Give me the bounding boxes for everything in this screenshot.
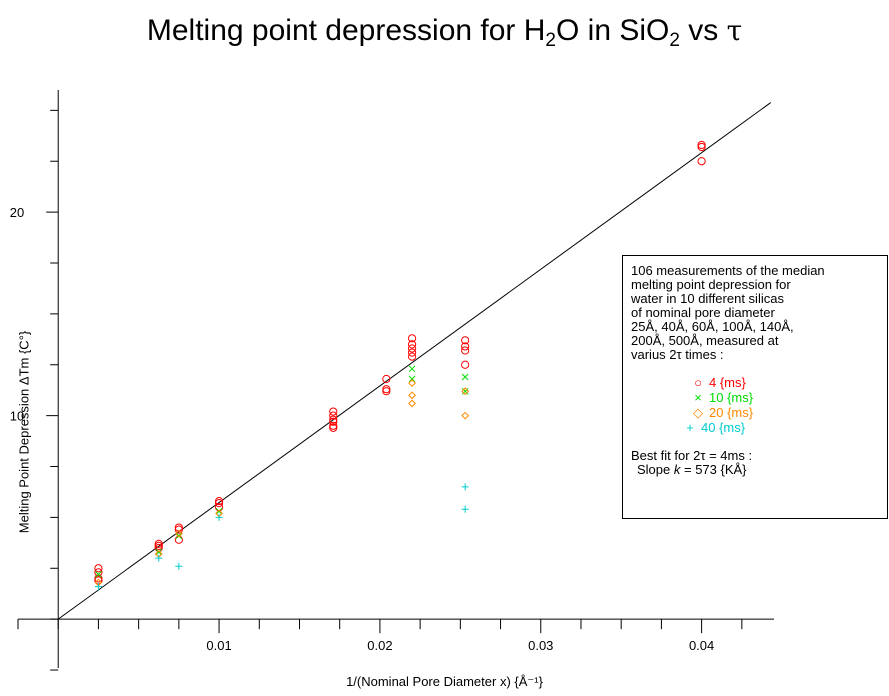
- data-point-circle: [697, 142, 706, 152]
- chart-title: Melting point depression for H2O in SiO2…: [146, 14, 743, 51]
- data-point-plus: [215, 513, 223, 521]
- data-point-plus: [94, 583, 102, 591]
- x-axis-label: 1/(Nominal Pore Diameter x) {Å⁻¹}: [346, 674, 543, 689]
- legend-entries: ○ 4 {ms} × 10 {ms} ◇ 20 {ms} +40 {ms}: [631, 376, 875, 436]
- data-point-cross: [461, 387, 469, 395]
- data-point-circle: [382, 387, 391, 396]
- data-point-cross: [408, 365, 416, 373]
- legend-label-20ms: 20 {ms}: [709, 405, 754, 420]
- data-point-circle: [461, 360, 470, 369]
- legend-label-40ms: 40 {ms}: [701, 420, 746, 435]
- data-point-circle: [461, 346, 470, 355]
- data-point-diamond: [461, 411, 470, 420]
- x-tick-label: 0.04: [689, 638, 714, 653]
- data-point-diamond: [461, 387, 470, 396]
- series-40ms: [94, 483, 469, 591]
- legend-entry-4ms: ○ 4 {ms}: [687, 376, 875, 391]
- data-point-diamond: [408, 399, 416, 408]
- data-point-circle: [174, 525, 183, 534]
- data-point-circle: [407, 334, 417, 343]
- legend-entry-20ms: ◇ 20 {ms}: [687, 406, 875, 421]
- data-point-circle: [407, 348, 417, 357]
- y-axis-label: Melting Point Depression ΔTm {C°}: [16, 330, 32, 534]
- data-point-plus: [461, 505, 469, 513]
- data-point-circle: [94, 568, 103, 577]
- series-10ms: [95, 365, 469, 578]
- data-point-cross: [215, 507, 223, 515]
- series-20ms: [94, 379, 470, 587]
- x-tick-label: 0.02: [367, 638, 392, 653]
- data-point-cross: [408, 375, 416, 383]
- data-point-circle: [329, 411, 338, 420]
- data-point-circle: [697, 140, 706, 150]
- data-point-circle: [154, 539, 163, 548]
- fit-description: Best fit for 2τ = 4ms :: [631, 448, 753, 463]
- data-point-circle: [154, 541, 163, 550]
- data-point-circle: [461, 336, 470, 345]
- data-point-circle: [407, 344, 417, 353]
- data-point-circle: [407, 352, 417, 361]
- legend-entry-40ms: +40 {ms}: [679, 421, 875, 436]
- data-point-cross: [461, 373, 469, 381]
- series-4ms: [94, 140, 706, 585]
- data-point-circle: [94, 564, 103, 573]
- data-point-diamond: [408, 379, 416, 387]
- legend-label-4ms: 4 {ms}: [709, 375, 746, 390]
- y-tick-label: 10: [10, 409, 24, 424]
- data-point-cross: [95, 571, 102, 578]
- legend-cross-icon: ×: [694, 390, 702, 405]
- data-point-diamond: [408, 391, 416, 400]
- legend-entry-10ms: × 10 {ms}: [687, 391, 875, 406]
- data-point-circle: [382, 385, 391, 394]
- data-point-circle: [697, 157, 706, 166]
- data-points: [94, 140, 706, 591]
- axes: 0.01 0.02 0.03 0.04 10 20: [10, 90, 774, 671]
- data-point-circle: [382, 374, 391, 384]
- y-tick-label: 20: [10, 205, 24, 220]
- data-point-circle: [214, 497, 224, 506]
- data-point-cross: [155, 548, 163, 556]
- data-point-circle: [214, 499, 224, 508]
- data-point-plus: [461, 483, 469, 491]
- x-tick-label: 0.01: [206, 638, 231, 653]
- data-point-cross: [175, 532, 183, 540]
- data-point-circle: [461, 342, 470, 351]
- data-point-plus: [175, 562, 183, 570]
- legend-label-10ms: 10 {ms}: [709, 390, 754, 405]
- data-point-circle: [329, 423, 338, 432]
- data-point-plus: [155, 554, 163, 562]
- legend-circle-icon: ○: [694, 375, 702, 390]
- data-point-circle: [329, 417, 338, 426]
- data-point-diamond: [174, 529, 183, 538]
- legend-fit-text: Best fit for 2τ = 4ms : Slope k = 573 {K…: [631, 449, 875, 477]
- data-point-circle: [329, 421, 338, 430]
- legend-diamond-icon: ◇: [693, 405, 703, 420]
- legend: 106 measurements of the median melting p…: [622, 255, 888, 519]
- data-point-circle: [329, 415, 338, 424]
- legend-description: 106 measurements of the median melting p…: [631, 263, 825, 362]
- data-point-circle: [407, 340, 417, 349]
- data-point-circle: [329, 407, 338, 416]
- legend-plus-icon: +: [686, 420, 694, 435]
- fit-slope: Slope k = 573 {KÅ}: [637, 462, 747, 477]
- x-tick-label: 0.03: [528, 638, 553, 653]
